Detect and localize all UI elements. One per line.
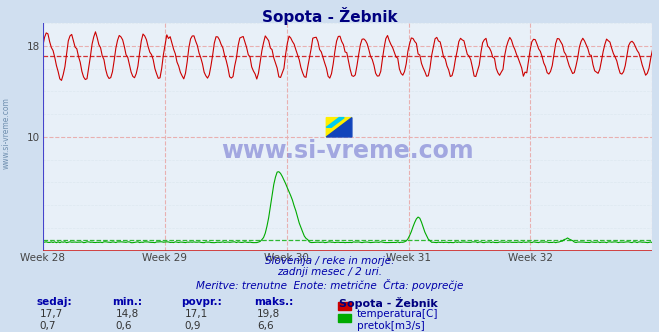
Text: 17,7: 17,7 xyxy=(40,309,63,319)
Text: min.:: min.: xyxy=(112,297,142,307)
Text: www.si-vreme.com: www.si-vreme.com xyxy=(221,138,474,163)
Polygon shape xyxy=(326,118,352,137)
Text: Sopota - Žebnik: Sopota - Žebnik xyxy=(262,7,397,25)
Text: 6,6: 6,6 xyxy=(257,321,273,331)
Polygon shape xyxy=(326,118,352,137)
Text: Meritve: trenutne  Enote: metrične  Črta: povprečje: Meritve: trenutne Enote: metrične Črta: … xyxy=(196,279,463,291)
Text: Slovenija / reke in morje.: Slovenija / reke in morje. xyxy=(265,256,394,266)
Text: www.si-vreme.com: www.si-vreme.com xyxy=(2,97,11,169)
Text: sedaj:: sedaj: xyxy=(36,297,72,307)
Text: maks.:: maks.: xyxy=(254,297,293,307)
Text: 0,7: 0,7 xyxy=(40,321,56,331)
Text: 17,1: 17,1 xyxy=(185,309,208,319)
Polygon shape xyxy=(326,118,344,127)
Text: 19,8: 19,8 xyxy=(257,309,280,319)
Text: 0,9: 0,9 xyxy=(185,321,201,331)
Text: povpr.:: povpr.: xyxy=(181,297,222,307)
Text: 0,6: 0,6 xyxy=(115,321,132,331)
Text: zadnji mesec / 2 uri.: zadnji mesec / 2 uri. xyxy=(277,267,382,277)
Text: 14,8: 14,8 xyxy=(115,309,138,319)
Text: pretok[m3/s]: pretok[m3/s] xyxy=(357,321,425,331)
Text: Sopota - Žebnik: Sopota - Žebnik xyxy=(339,297,438,309)
Text: temperatura[C]: temperatura[C] xyxy=(357,309,439,319)
